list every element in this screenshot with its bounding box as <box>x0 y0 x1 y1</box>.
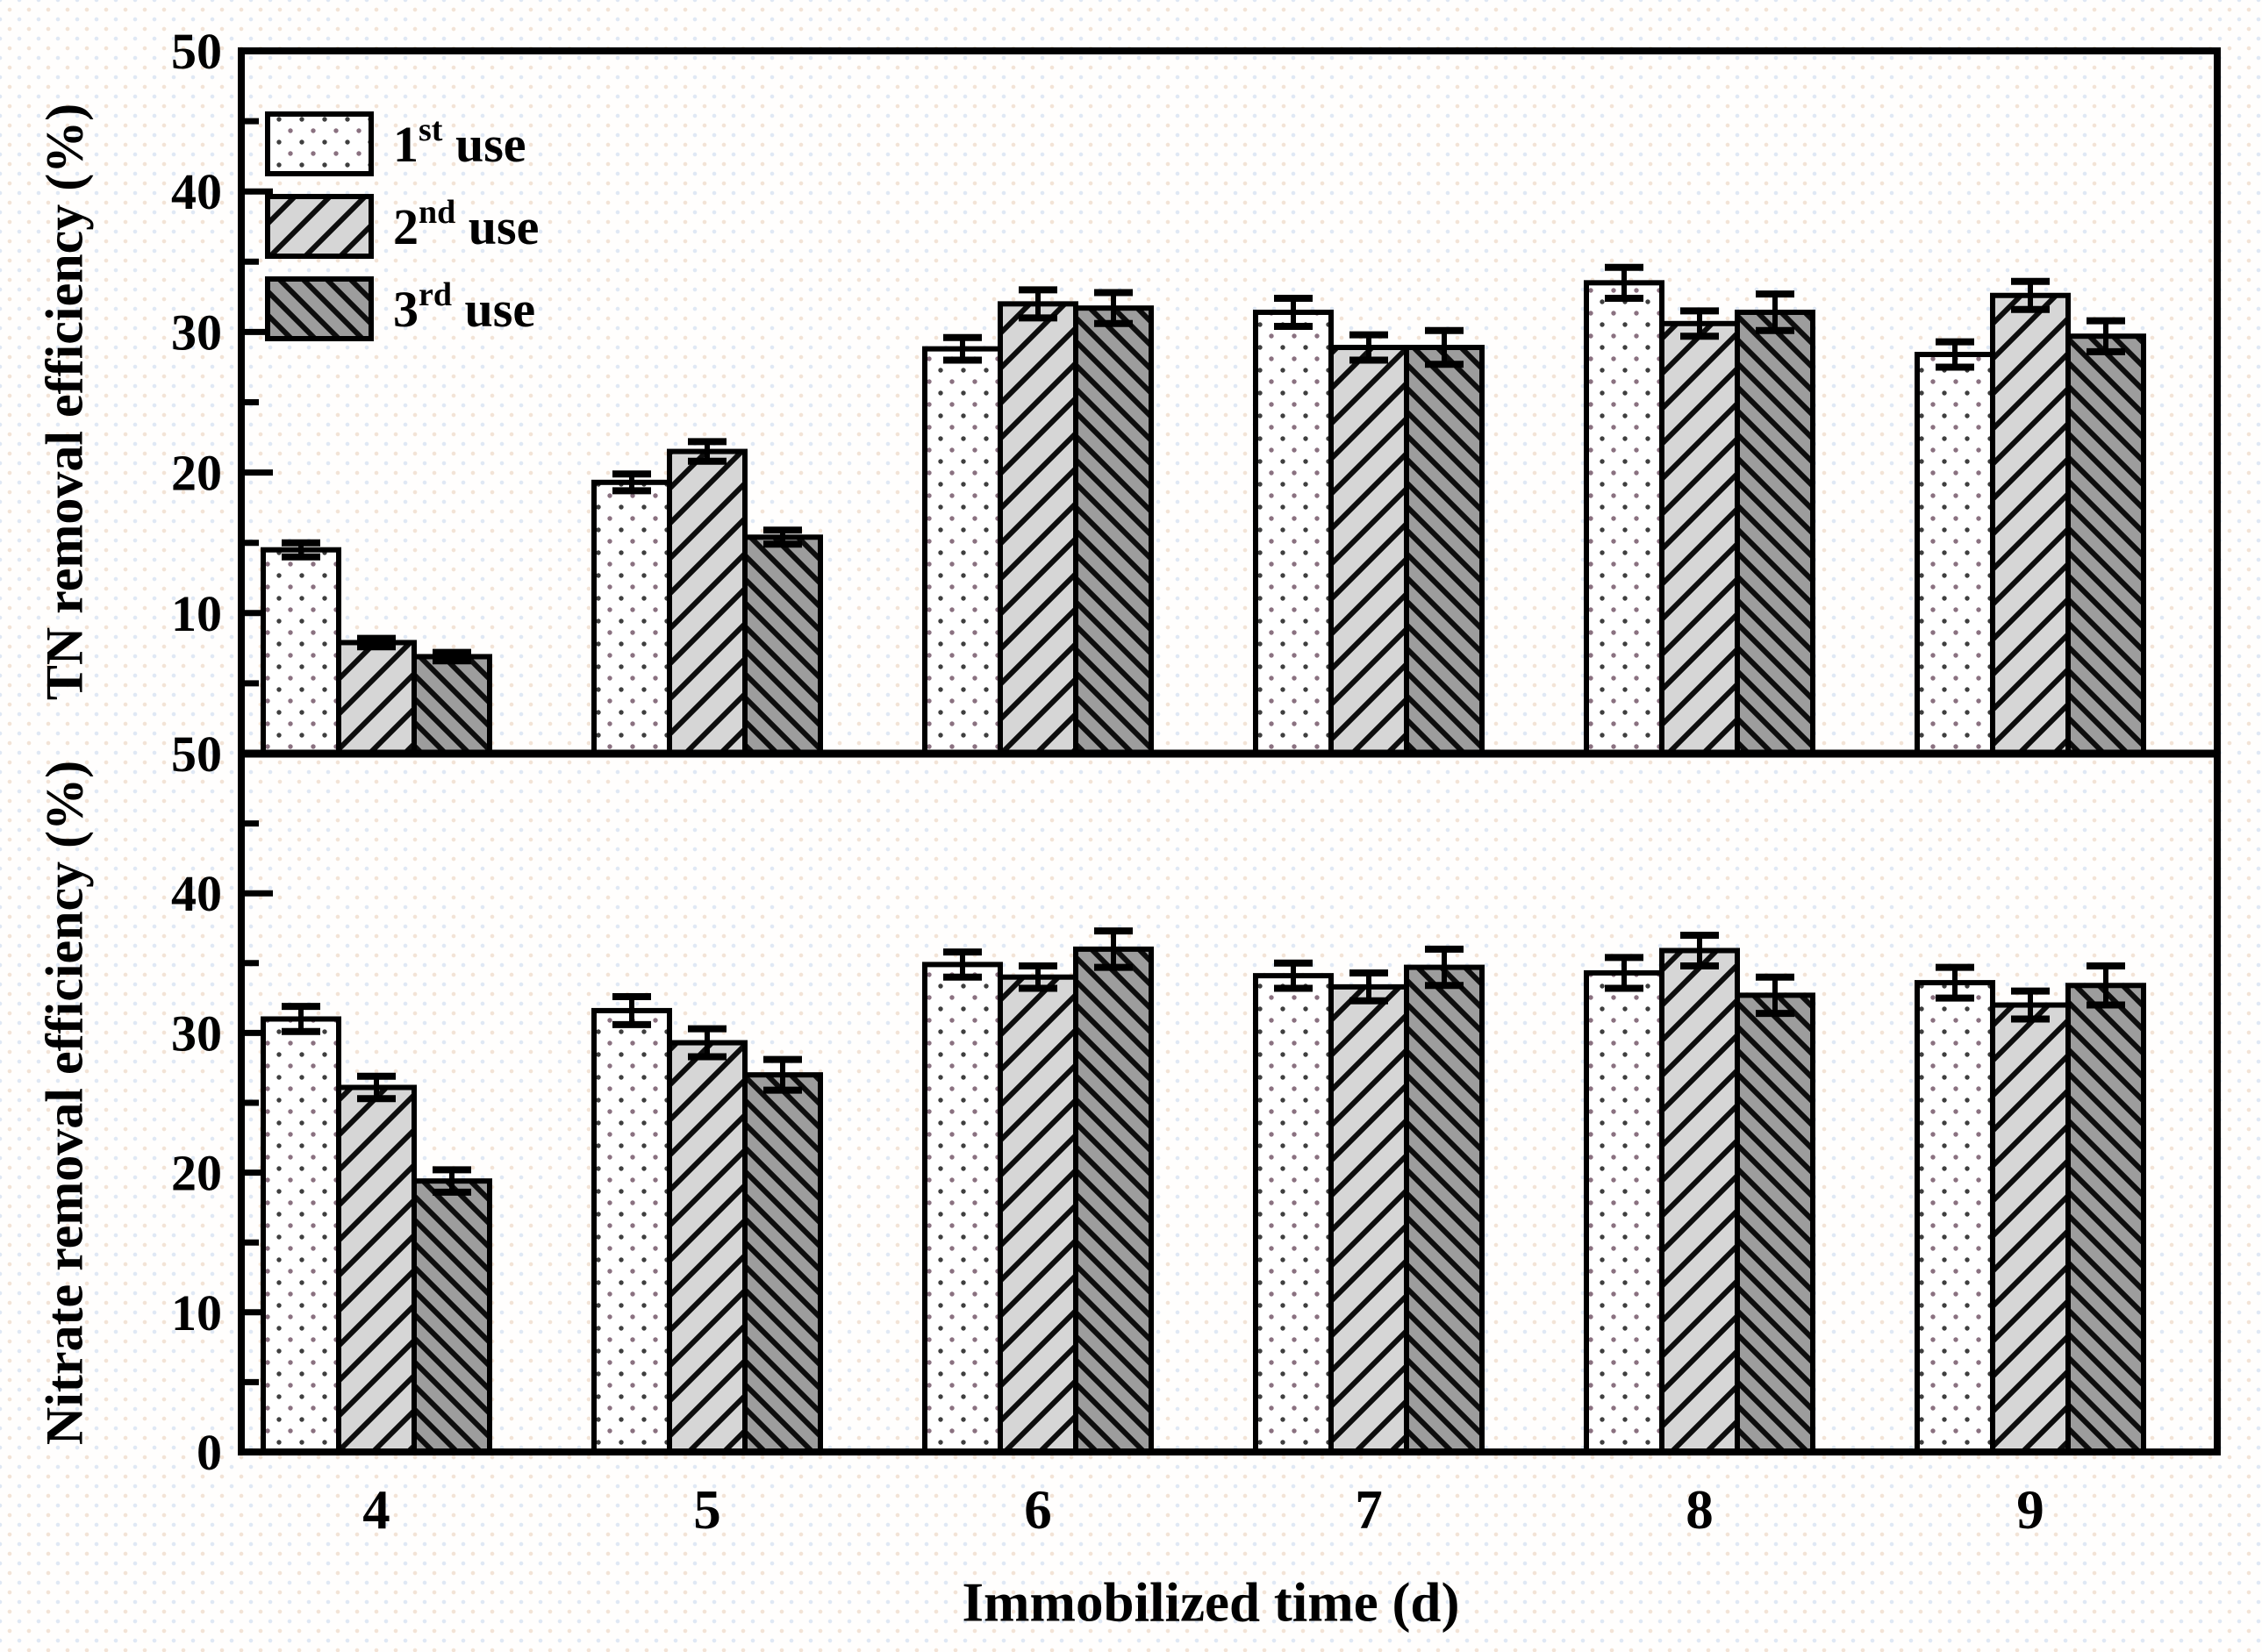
y-tick-label: 10 <box>171 1284 222 1341</box>
bar-top-d5-hatch-dark <box>742 534 823 756</box>
bar-top-d5-dots <box>591 479 672 757</box>
bar-bottom-d4-hatch-light <box>336 1084 417 1455</box>
y-tick-label: 20 <box>171 1145 222 1202</box>
y-tick-label: 40 <box>171 163 222 220</box>
bar-bottom-d6-hatch-dark <box>1073 946 1154 1455</box>
bar-top-d5-hatch-light <box>667 448 748 756</box>
legend-label: 1st use <box>393 111 526 173</box>
panel-bottom: 0 10 20 30 40 50 4 5 6 7 8 9 <box>171 726 2146 1541</box>
x-category-label: 9 <box>2016 1479 2044 1541</box>
bar-top-d8-dots <box>1584 280 1664 756</box>
bar-bottom-d4-hatch-dark <box>412 1178 492 1455</box>
y-tick-label: 0 <box>197 1424 222 1481</box>
y-tick-label: 50 <box>171 23 222 80</box>
x-category-label: 5 <box>693 1479 721 1541</box>
bar-top-d4-hatch-dark <box>412 654 492 756</box>
bar-top-d6-hatch-light <box>998 301 1078 756</box>
y-tick-label: 30 <box>171 304 222 361</box>
bar-bottom-d6-dots <box>922 962 1003 1455</box>
bar-top-d4-dots <box>261 547 341 757</box>
x-axis-title: Immobilized time (d) <box>962 1571 1460 1634</box>
bar-top-d9-dots <box>1915 352 1995 756</box>
bar-bottom-d7-hatch-light <box>1328 983 1409 1455</box>
bar-top-d8-hatch-dark <box>1735 309 1815 756</box>
y-tick-label: 30 <box>171 1005 222 1062</box>
bar-bottom-d8-hatch-light <box>1659 948 1740 1455</box>
x-category-label: 6 <box>1024 1479 1052 1541</box>
legend-swatch-hatch-dark <box>265 276 374 341</box>
bar-top-d4-hatch-light <box>336 640 417 757</box>
legend-swatch-hatch-light <box>265 194 374 259</box>
bar-bottom-d9-hatch-dark <box>2065 983 2146 1455</box>
bar-top-d9-hatch-dark <box>2065 333 2146 756</box>
bar-bottom-d7-hatch-dark <box>1404 964 1485 1455</box>
y-axis-title-tn: TN removal efficiency (%) <box>35 103 94 701</box>
bar-bottom-d6-hatch-light <box>998 974 1078 1455</box>
bar-top-d9-hatch-light <box>1990 292 2071 756</box>
bar-top-d6-dots <box>922 346 1003 756</box>
bar-bottom-d8-hatch-dark <box>1735 992 1815 1455</box>
legend-swatch-dots <box>265 111 374 176</box>
y-tick-label: 40 <box>171 865 222 922</box>
legend: 1st use 2nd use 3rd use <box>265 111 539 341</box>
bar-bottom-d9-hatch-light <box>1990 1002 2071 1455</box>
bar-top-d8-hatch-light <box>1659 320 1740 756</box>
bar-bottom-d7-dots <box>1253 973 1334 1455</box>
y-axis-title-nitrate: Nitrate removal efficiency (%) <box>35 760 94 1446</box>
bar-top-d7-dots <box>1253 309 1334 756</box>
x-category-label: 8 <box>1686 1479 1714 1541</box>
bar-bottom-d5-dots <box>591 1007 672 1455</box>
bar-bottom-d5-hatch-dark <box>742 1072 823 1455</box>
bar-bottom-d5-hatch-light <box>667 1040 748 1455</box>
y-tick-label: 10 <box>171 585 222 642</box>
bar-top-d7-hatch-dark <box>1404 345 1485 756</box>
y-tick-label: 20 <box>171 445 222 502</box>
legend-label: 3rd use <box>393 276 535 338</box>
x-category-label: 4 <box>362 1479 390 1541</box>
bar-bottom-d4-dots <box>261 1016 341 1455</box>
x-category-label: 7 <box>1355 1479 1383 1541</box>
panel-top: 10 20 30 40 50 <box>171 23 2146 757</box>
y-tick-label: 50 <box>171 726 222 783</box>
bar-top-d6-hatch-dark <box>1073 305 1154 756</box>
bar-bottom-d9-dots <box>1915 980 1995 1455</box>
bar-top-d7-hatch-light <box>1328 345 1409 756</box>
bar-bottom-d8-dots <box>1584 969 1664 1455</box>
legend-label: 2nd use <box>393 194 539 255</box>
